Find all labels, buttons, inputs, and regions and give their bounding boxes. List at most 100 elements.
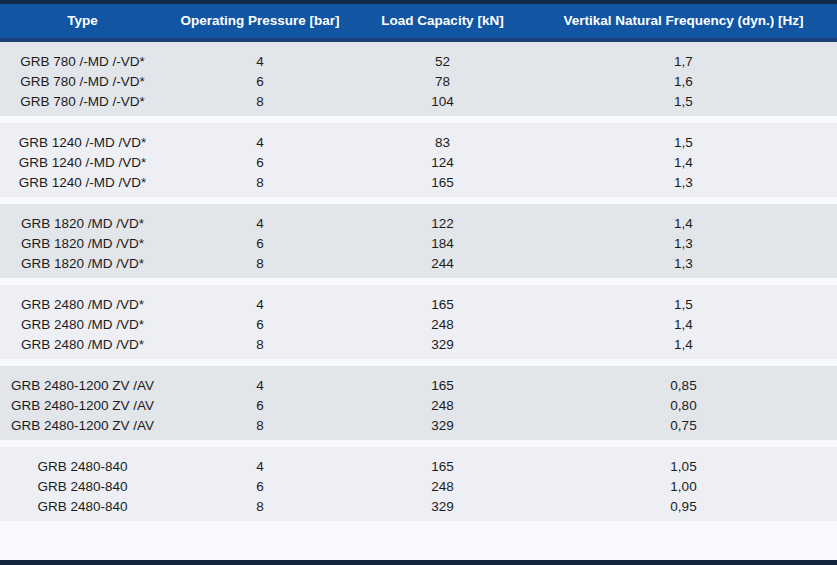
table-header-row: Type Operating Pressure [bar] Load Capac… <box>0 4 837 42</box>
cell-load-capacity: 124 <box>355 153 530 173</box>
cell-type: GRB 2480-1200 ZV /AV <box>0 376 165 396</box>
table-row: GRB 2480-1200 ZV /AV83290,75 <box>0 416 837 436</box>
table-row: GRB 2480 /MD /VD*62481,4 <box>0 315 837 335</box>
cell-load-capacity: 329 <box>355 416 530 436</box>
cell-type: GRB 2480 /MD /VD* <box>0 335 165 355</box>
cell-type: GRB 2480 /MD /VD* <box>0 295 165 315</box>
group-separator <box>0 116 837 123</box>
cell-load-capacity: 104 <box>355 92 530 112</box>
group-band: GRB 1240 /-MD /VD*4831,5GRB 1240 /-MD /V… <box>0 123 837 197</box>
table-row: GRB 2480 /MD /VD*41651,5 <box>0 295 837 315</box>
table-row: GRB 1820 /MD /VD*82441,3 <box>0 254 837 274</box>
column-header-natural-frequency: Vertikal Natural Frequency (dyn.) [Hz] <box>530 4 837 38</box>
cell-load-capacity: 165 <box>355 457 530 477</box>
cell-type: GRB 2480-1200 ZV /AV <box>0 396 165 416</box>
group-band: GRB 2480-1200 ZV /AV41650,85GRB 2480-120… <box>0 366 837 440</box>
cell-load-capacity: 52 <box>355 52 530 72</box>
cell-load-capacity: 329 <box>355 497 530 517</box>
cell-operating-pressure: 4 <box>165 52 355 72</box>
table-row: GRB 2480-1200 ZV /AV41650,85 <box>0 376 837 396</box>
cell-load-capacity: 248 <box>355 315 530 335</box>
cell-operating-pressure: 4 <box>165 295 355 315</box>
table-row: GRB 1240 /-MD /VD*81651,3 <box>0 173 837 193</box>
table-row: GRB 780 /-MD /-VD*81041,5 <box>0 92 837 112</box>
column-header-load-capacity: Load Capacity [kN] <box>355 4 530 38</box>
cell-natural-frequency: 1,5 <box>530 133 837 153</box>
cell-natural-frequency: 1,4 <box>530 315 837 335</box>
cell-operating-pressure: 4 <box>165 457 355 477</box>
cell-natural-frequency: 0,80 <box>530 396 837 416</box>
group-band: GRB 2480-84041651,05GRB 2480-84062481,00… <box>0 447 837 521</box>
cell-operating-pressure: 4 <box>165 376 355 396</box>
table-body: GRB 780 /-MD /-VD*4521,7GRB 780 /-MD /-V… <box>0 42 837 521</box>
cell-load-capacity: 165 <box>355 173 530 193</box>
cell-type: GRB 2480 /MD /VD* <box>0 315 165 335</box>
table-row: GRB 780 /-MD /-VD*6781,6 <box>0 72 837 92</box>
column-header-type: Type <box>0 4 165 38</box>
cell-load-capacity: 78 <box>355 72 530 92</box>
group-separator <box>0 359 837 366</box>
cell-natural-frequency: 1,5 <box>530 295 837 315</box>
cell-type: GRB 1240 /-MD /VD* <box>0 173 165 193</box>
cell-operating-pressure: 6 <box>165 396 355 416</box>
cell-natural-frequency: 1,7 <box>530 52 837 72</box>
cell-natural-frequency: 1,3 <box>530 173 837 193</box>
cell-operating-pressure: 8 <box>165 173 355 193</box>
cell-load-capacity: 248 <box>355 396 530 416</box>
group-band: GRB 780 /-MD /-VD*4521,7GRB 780 /-MD /-V… <box>0 42 837 116</box>
cell-operating-pressure: 8 <box>165 497 355 517</box>
group-separator <box>0 197 837 204</box>
cell-natural-frequency: 0,85 <box>530 376 837 396</box>
table-row: GRB 1820 /MD /VD*61841,3 <box>0 234 837 254</box>
cell-natural-frequency: 1,3 <box>530 254 837 274</box>
cell-natural-frequency: 0,75 <box>530 416 837 436</box>
cell-type: GRB 2480-840 <box>0 497 165 517</box>
cell-type: GRB 2480-840 <box>0 457 165 477</box>
table-row: GRB 1820 /MD /VD*41221,4 <box>0 214 837 234</box>
table-row: GRB 2480-84041651,05 <box>0 457 837 477</box>
cell-load-capacity: 165 <box>355 376 530 396</box>
cell-type: GRB 780 /-MD /-VD* <box>0 72 165 92</box>
cell-natural-frequency: 1,4 <box>530 153 837 173</box>
cell-natural-frequency: 1,6 <box>530 72 837 92</box>
cell-load-capacity: 165 <box>355 295 530 315</box>
cell-natural-frequency: 1,4 <box>530 335 837 355</box>
bottom-edge-bar <box>0 560 837 565</box>
cell-type: GRB 780 /-MD /-VD* <box>0 92 165 112</box>
cell-operating-pressure: 6 <box>165 153 355 173</box>
column-header-operating-pressure: Operating Pressure [bar] <box>165 4 355 38</box>
cell-type: GRB 1240 /-MD /VD* <box>0 133 165 153</box>
cell-load-capacity: 248 <box>355 477 530 497</box>
cell-type: GRB 1820 /MD /VD* <box>0 254 165 274</box>
table-row: GRB 2480-84083290,95 <box>0 497 837 517</box>
cell-natural-frequency: 1,3 <box>530 234 837 254</box>
cell-type: GRB 780 /-MD /-VD* <box>0 52 165 72</box>
cell-load-capacity: 329 <box>355 335 530 355</box>
cell-operating-pressure: 8 <box>165 92 355 112</box>
cell-type: GRB 1820 /MD /VD* <box>0 234 165 254</box>
cell-operating-pressure: 6 <box>165 234 355 254</box>
datasheet-table-page: Type Operating Pressure [bar] Load Capac… <box>0 0 837 565</box>
cell-natural-frequency: 1,00 <box>530 477 837 497</box>
cell-operating-pressure: 6 <box>165 477 355 497</box>
cell-type: GRB 1820 /MD /VD* <box>0 214 165 234</box>
cell-operating-pressure: 6 <box>165 72 355 92</box>
cell-type: GRB 2480-840 <box>0 477 165 497</box>
table-row: GRB 1240 /-MD /VD*61241,4 <box>0 153 837 173</box>
group-separator <box>0 278 837 285</box>
table-row: GRB 1240 /-MD /VD*4831,5 <box>0 133 837 153</box>
cell-natural-frequency: 1,05 <box>530 457 837 477</box>
bottom-filler <box>0 521 837 560</box>
group-band: GRB 1820 /MD /VD*41221,4GRB 1820 /MD /VD… <box>0 204 837 278</box>
table-row: GRB 2480-84062481,00 <box>0 477 837 497</box>
cell-natural-frequency: 1,4 <box>530 214 837 234</box>
group-separator <box>0 440 837 447</box>
table-row: GRB 780 /-MD /-VD*4521,7 <box>0 52 837 72</box>
table-row: GRB 2480 /MD /VD*83291,4 <box>0 335 837 355</box>
group-band: GRB 2480 /MD /VD*41651,5GRB 2480 /MD /VD… <box>0 285 837 359</box>
cell-operating-pressure: 4 <box>165 214 355 234</box>
cell-operating-pressure: 8 <box>165 335 355 355</box>
table-row: GRB 2480-1200 ZV /AV62480,80 <box>0 396 837 416</box>
cell-natural-frequency: 0,95 <box>530 497 837 517</box>
cell-operating-pressure: 6 <box>165 315 355 335</box>
